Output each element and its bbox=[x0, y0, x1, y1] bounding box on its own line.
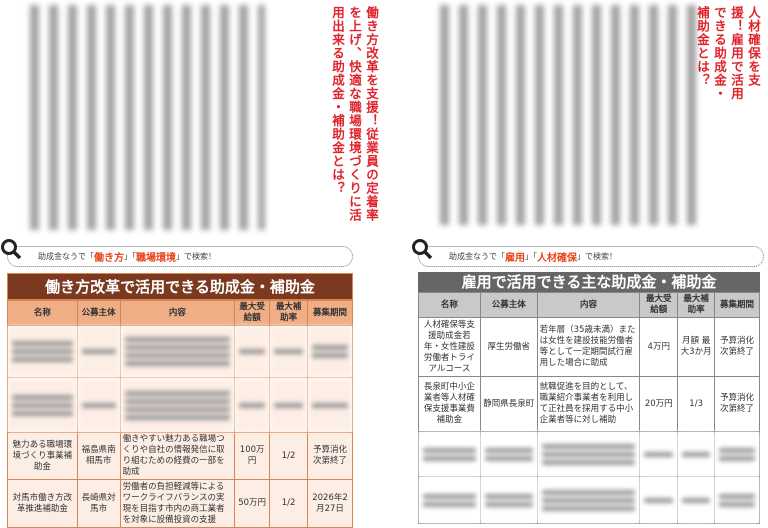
keyword-2: 人材確保 bbox=[537, 253, 577, 264]
cell-max-rate: 1/3 bbox=[677, 376, 716, 432]
cell-org: 長崎県対馬市 bbox=[76, 479, 121, 528]
header-period: 募集期間 bbox=[714, 292, 760, 318]
blurred-row bbox=[7, 325, 353, 378]
cell-period: 2026年2月27日 bbox=[307, 479, 353, 528]
search-prefix: 助成金なうで bbox=[449, 252, 497, 261]
cell-period: 予算消化次第終了 bbox=[307, 432, 353, 480]
left-subsidy-table: 働き方改革で活用できる助成金・補助金 名称 公募主体 内容 最大受給額 最大補助… bbox=[7, 273, 353, 528]
table-title: 働き方改革で活用できる助成金・補助金 bbox=[7, 273, 353, 300]
header-name: 名称 bbox=[418, 292, 481, 318]
bracket: 「 bbox=[497, 252, 505, 261]
header-period: 募集期間 bbox=[307, 300, 353, 326]
search-suffix: で検索！ bbox=[184, 252, 216, 261]
header-content: 内容 bbox=[119, 300, 236, 326]
bracket: 」 bbox=[176, 252, 184, 261]
keyword-2: 職場環境 bbox=[136, 253, 176, 264]
table-row: 人材確保等支援助成金若年・女性建設労働者トライアルコース 厚生労働省 若年層（3… bbox=[418, 317, 760, 377]
bracket: 」 bbox=[577, 252, 585, 261]
blurred-row bbox=[418, 431, 760, 477]
cell-org: 静岡県長泉町 bbox=[479, 376, 538, 432]
cell-name: 対馬市働き方改革推進補助金 bbox=[7, 479, 78, 528]
cell-name: 魅力ある職場環境づくり事業補助金 bbox=[7, 432, 78, 480]
cell-org: 厚生労働省 bbox=[479, 317, 538, 377]
search-prefix: 助成金なうで bbox=[38, 252, 86, 261]
blurred-row bbox=[7, 377, 353, 433]
left-headline: 働き方改革を支援！従業員の定着率を上げ、快適な職場環境づくりに活用出来る助成金・… bbox=[330, 6, 379, 222]
blurred-body-text-left bbox=[30, 5, 265, 230]
cell-period: 予算消化次第終了 bbox=[714, 317, 760, 377]
cell-max-rate: 1/2 bbox=[269, 432, 309, 480]
magnifier-icon bbox=[1, 239, 22, 260]
cell-period: 予算消化次第終了 bbox=[714, 376, 760, 432]
left-search-banner[interactable]: 助成金なうで「働き方 」「 職場環境」で検索！ bbox=[1, 239, 353, 267]
header-org: 公募主体 bbox=[76, 300, 121, 326]
cell-max-amount: 4万円 bbox=[639, 317, 679, 377]
header-max-amount: 最大受給額 bbox=[234, 300, 271, 326]
bracket: 」「 bbox=[124, 252, 136, 261]
search-suffix: で検索！ bbox=[585, 252, 617, 261]
header-name: 名称 bbox=[7, 300, 78, 326]
table-row: 対馬市働き方改革推進補助金 長崎県対馬市 労働者の負担軽減等によるワークライフバ… bbox=[7, 479, 353, 528]
cell-max-rate: 月額 最大3か月 bbox=[677, 317, 716, 377]
header-max-rate: 最大補助率 bbox=[677, 292, 716, 318]
blurred-row bbox=[418, 476, 760, 524]
cell-content: 働きやすい魅力ある職場つくりや自社の情報発信に取り組むための経費の一部を助成 bbox=[119, 432, 236, 480]
cell-max-amount: 100万円 bbox=[234, 432, 271, 480]
cell-content: 労働者の負担軽減等によるワークライフバランスの実現を目指す市内の商工業者を対象に… bbox=[119, 479, 236, 528]
cell-name: 人材確保等支援助成金若年・女性建設労働者トライアルコース bbox=[418, 317, 481, 377]
right-search-banner[interactable]: 助成金なうで「雇用 」「 人材確保」で検索！ bbox=[412, 239, 764, 267]
keyword-1: 雇用 bbox=[505, 253, 525, 264]
header-max-amount: 最大受給額 bbox=[639, 292, 679, 318]
blurred-body-text-right bbox=[440, 5, 705, 225]
cell-max-amount: 20万円 bbox=[639, 376, 679, 432]
right-headline: 人材確保を支援！雇用で活用できる助成金・補助金とは？ bbox=[695, 6, 761, 101]
table-row: 魅力ある職場環境づくり事業補助金 福島県南相馬市 働きやすい魅力ある職場つくりや… bbox=[7, 432, 353, 480]
header-max-rate: 最大補助率 bbox=[269, 300, 309, 326]
table-title: 雇用で活用できる主な助成金・補助金 bbox=[418, 272, 760, 292]
cell-content: 就職促進を目的として、職業紹介事業者を利用して正社員を採用する中小企業者等に対し… bbox=[536, 376, 641, 432]
magnifier-icon bbox=[412, 239, 433, 260]
header-org: 公募主体 bbox=[479, 292, 538, 318]
cell-name: 長泉町中小企業者等人材確保支援事業費補助金 bbox=[418, 376, 481, 432]
cell-max-amount: 50万円 bbox=[234, 479, 271, 528]
right-subsidy-table: 雇用で活用できる主な助成金・補助金 名称 公募主体 内容 最大受給額 最大補助率… bbox=[418, 272, 760, 524]
table-row: 長泉町中小企業者等人材確保支援事業費補助金 静岡県長泉町 就職促進を目的として、… bbox=[418, 376, 760, 432]
header-content: 内容 bbox=[536, 292, 641, 318]
bracket: 」「 bbox=[525, 252, 537, 261]
bracket: 「 bbox=[86, 252, 94, 261]
cell-max-rate: 1/2 bbox=[269, 479, 309, 528]
keyword-1: 働き方 bbox=[94, 253, 124, 264]
cell-content: 若年層（35歳未満）または女性を建設技能労働者等として一定期間試行雇用した場合に… bbox=[536, 317, 641, 377]
cell-org: 福島県南相馬市 bbox=[76, 432, 121, 480]
